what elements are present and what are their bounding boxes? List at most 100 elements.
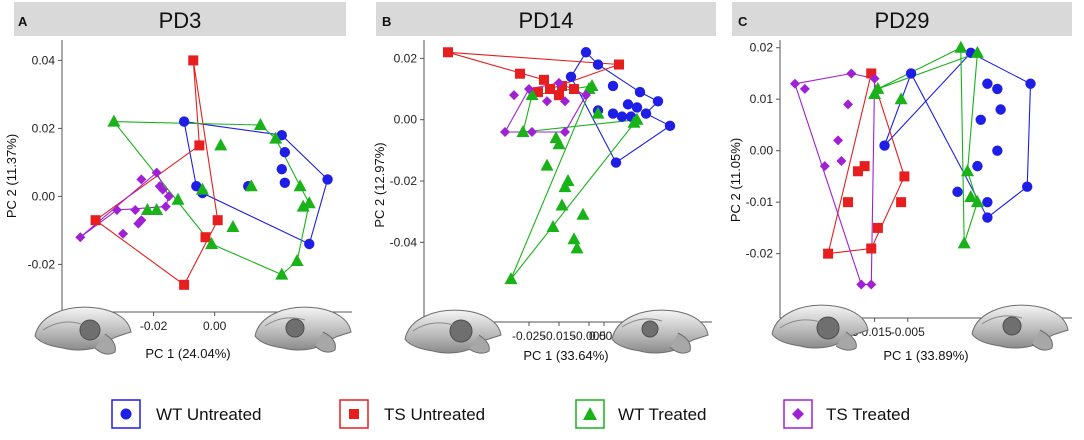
point-ts-treated (130, 205, 141, 215)
y-tick-label: -0.02 (28, 257, 56, 271)
panel-title: PD3 (159, 8, 202, 33)
point-ts-untreated (533, 87, 543, 98)
point-wt-untreated (1025, 78, 1036, 89)
point-wt-treated (504, 272, 518, 285)
point-wt-untreated (982, 212, 993, 223)
point-ts-untreated (539, 74, 549, 85)
point-ts-untreated (823, 248, 834, 259)
y-tick-label: 0.04 (32, 53, 56, 67)
point-wt-treated (627, 115, 641, 128)
panel-header (14, 2, 346, 36)
x-tick-label: 0.00 (203, 319, 227, 333)
point-wt-untreated (631, 102, 643, 113)
point-ts-untreated (899, 171, 910, 182)
point-wt-untreated (304, 238, 315, 250)
x-axis-title: PC 1 (24.04%) (145, 346, 230, 361)
point-ts-treated (157, 184, 168, 195)
legend-label: WT Treated (618, 405, 707, 424)
point-ts-treated (866, 279, 877, 290)
point-ts-treated (843, 99, 854, 110)
y-tick-label: -0.04 (390, 235, 418, 249)
point-ts-untreated (188, 55, 199, 66)
point-wt-treated (868, 87, 882, 100)
y-tick-label: 0.01 (750, 92, 774, 106)
point-wt-untreated (952, 186, 963, 198)
point-ts-untreated (554, 90, 564, 101)
point-wt-treated (269, 131, 283, 144)
skull-left-image (771, 304, 869, 351)
point-ts-treated (136, 174, 147, 185)
point-wt-treated (555, 198, 569, 211)
y-tick-label: 0.02 (750, 41, 774, 55)
point-ts-untreated (90, 215, 101, 226)
x-axis-title: PC 1 (33.89%) (883, 348, 968, 363)
point-wt-treated (140, 203, 154, 215)
point-wt-untreated (879, 140, 890, 151)
hull-ts-untreated (94, 60, 219, 286)
point-ts-untreated (896, 197, 907, 208)
y-tick-label: -0.02 (390, 174, 418, 188)
point-wt-treated (964, 190, 978, 203)
point-ts-treated (869, 73, 880, 84)
point-ts-untreated (194, 140, 205, 151)
panel-title: PD14 (518, 8, 573, 33)
point-ts-untreated (569, 84, 579, 95)
point-wt-treated (195, 182, 209, 195)
point-wt-treated (558, 180, 572, 193)
x-tick-label: -0.015 (542, 329, 576, 343)
point-wt-untreated (607, 108, 619, 119)
legend-item-ts-untreated: TS Untreated (339, 399, 485, 429)
legend-item-wt-untreated: WT Untreated (111, 399, 262, 429)
point-wt-treated (107, 114, 121, 127)
point-wt-treated (552, 137, 566, 150)
point-ts-untreated (545, 84, 555, 95)
point-ts-untreated (614, 59, 624, 70)
panel-title: PD29 (874, 8, 929, 33)
point-ts-treated (560, 96, 570, 107)
point-ts-treated (542, 96, 552, 107)
point-wt-treated (957, 236, 971, 249)
point-wt-untreated (279, 147, 291, 158)
point-ts-treated (836, 155, 847, 166)
point-ts-treated (111, 205, 122, 215)
legend-marker (583, 407, 597, 420)
legend: WT Untreated TS Untreated WT Treated TS … (111, 399, 910, 429)
point-wt-untreated (580, 47, 592, 58)
point-wt-untreated (607, 80, 619, 92)
skull-right-image (611, 309, 709, 354)
point-wt-untreated (592, 59, 604, 70)
point-wt-untreated (610, 157, 622, 168)
y-tick-label: 0.00 (750, 144, 774, 158)
point-wt-treated (567, 232, 581, 245)
y-axis-title: PC 2 (12.97%) (372, 142, 387, 227)
point-wt-treated (290, 254, 304, 266)
point-wt-untreated (622, 99, 634, 110)
point-ts-treated (799, 83, 810, 94)
point-ts-treated (789, 78, 800, 89)
point-wt-untreated (276, 130, 287, 141)
y-tick-label: 0.00 (32, 189, 56, 203)
x-tick-label: -0.02 (140, 319, 168, 333)
point-wt-treated (546, 219, 560, 232)
skull-right-image (971, 304, 1069, 351)
hull-ts-treated (79, 171, 170, 238)
point-wt-untreated (995, 104, 1006, 115)
skull-right-image (254, 306, 352, 353)
skull-left-image (404, 309, 502, 354)
point-ts-treated (509, 90, 519, 101)
point-wt-treated (253, 118, 267, 130)
point-wt-treated (275, 267, 289, 280)
point-wt-untreated (322, 174, 333, 185)
y-tick-label: -0.01 (746, 195, 774, 209)
point-ts-untreated (515, 68, 525, 79)
legend-marker (349, 409, 359, 419)
point-wt-treated (244, 179, 258, 192)
point-wt-treated (576, 207, 590, 220)
y-tick-label: 0.00 (394, 113, 418, 127)
point-wt-treated (970, 45, 984, 58)
point-ts-treated (524, 84, 534, 95)
point-ts-treated (163, 191, 174, 202)
point-ts-untreated (443, 47, 453, 58)
panel-letter: A (18, 14, 28, 29)
panel-letter: B (382, 14, 391, 29)
